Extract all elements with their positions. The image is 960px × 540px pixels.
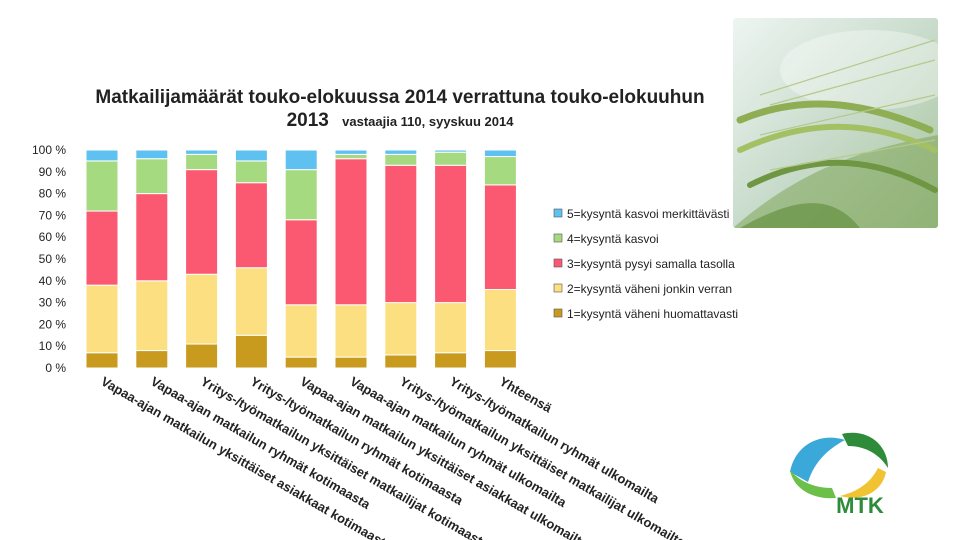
legend-label: 3=kysyntä pysyi samalla tasolla	[567, 257, 735, 271]
y-axis: 0 % 10 % 20 % 30 % 40 % 50 % 60 % 70 % 80 % 90 % 1…	[32, 143, 66, 375]
chart-subtitle: vastaajia 110, syyskuu 2014	[342, 114, 514, 129]
legend-label: 1=kysyntä väheni huomattavasti	[567, 307, 738, 321]
legend-swatch	[553, 208, 563, 218]
y-tick-label: 100 %	[32, 143, 66, 157]
bar-segment-5	[434, 149, 468, 153]
bar-segment-3	[284, 219, 318, 306]
bar-segment-2	[434, 302, 468, 354]
y-tick-label: 40 %	[39, 274, 67, 288]
bar-segment-5	[334, 149, 368, 155]
bar-segment-3	[135, 193, 169, 282]
y-tick-label: 60 %	[39, 230, 67, 244]
mtk-logo-mark	[790, 432, 888, 499]
bar-segment-2	[135, 280, 169, 352]
legend-swatch	[553, 283, 563, 293]
bar-segment-3	[483, 184, 517, 291]
bar-segment-5	[384, 149, 418, 155]
bar-segment-2	[284, 304, 318, 358]
y-tick-label: 10 %	[39, 339, 67, 353]
bar-segment-5	[483, 149, 517, 158]
legend-swatch	[553, 308, 563, 318]
bar-segment-5	[135, 149, 169, 160]
bar-segment-2	[234, 267, 268, 336]
bar-segment-4	[483, 156, 517, 186]
bar-segment-4	[85, 160, 119, 212]
legend-label: 4=kysyntä kasvoi	[567, 232, 659, 246]
legend-swatch	[553, 233, 563, 243]
legend-swatch	[553, 258, 563, 268]
y-tick-label: 30 %	[39, 296, 67, 310]
bar-segment-4	[284, 169, 318, 221]
bar-segment-3	[334, 158, 368, 306]
bar-segment-5	[234, 149, 268, 162]
legend-label: 2=kysyntä väheni jonkin verran	[567, 282, 732, 296]
bar-segment-5	[85, 149, 119, 162]
bar-segment-4	[135, 158, 169, 195]
legend: 5=kysyntä kasvoi merkittävästi 4=kysyntä …	[553, 207, 738, 321]
bar-segment-1	[234, 334, 268, 369]
y-tick-label: 70 %	[39, 208, 67, 222]
bar-segment-5	[185, 149, 219, 155]
logo-text: MTK	[836, 493, 884, 518]
bars	[85, 149, 517, 369]
y-tick-label: 80 %	[39, 187, 67, 201]
bar-segment-2	[483, 289, 517, 352]
legend-label: 5=kysyntä kasvoi merkittävästi	[567, 207, 729, 221]
y-tick-label: 50 %	[39, 252, 67, 266]
chart-title: Matkailijamäärät touko-elokuussa 2014 ve…	[80, 86, 720, 133]
bar-segment-2	[334, 304, 368, 358]
chart-title-text: Matkailijamäärät touko-elokuussa 2014 ve…	[95, 87, 705, 131]
bar-segment-5	[284, 149, 318, 171]
bar-segment-3	[85, 210, 119, 286]
y-tick-label: 90 %	[39, 165, 67, 179]
bar-segment-2	[185, 273, 219, 345]
bar-segment-3	[234, 182, 268, 269]
y-tick-label: 0 %	[45, 361, 66, 375]
y-tick-label: 20 %	[39, 317, 67, 331]
